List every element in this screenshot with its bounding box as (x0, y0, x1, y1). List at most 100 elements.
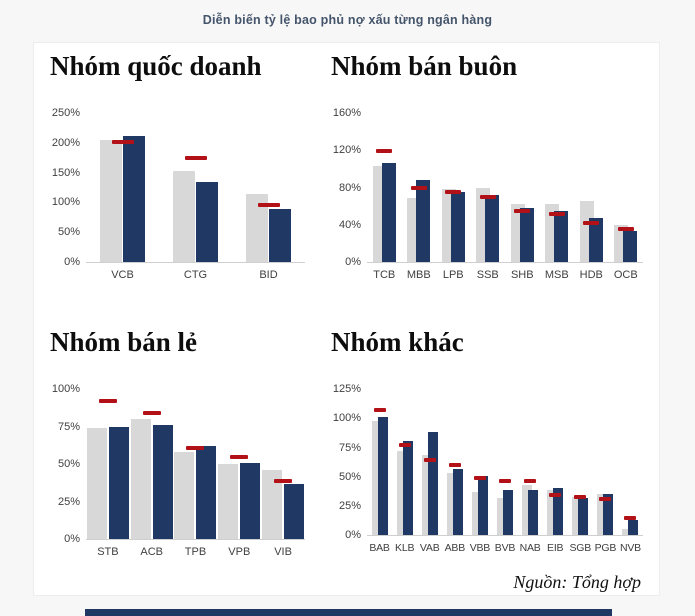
chart-ban-le: Nhóm bán lẻ 0% 25% 50% 75% 100% STB ACB TPB VPB… (50, 327, 305, 558)
y-tick-label: 200% (51, 136, 80, 149)
y-tick-label: 50% (338, 470, 361, 483)
red-dash-marker (583, 220, 600, 225)
bar-group-klb (392, 372, 417, 536)
x-tick-label: PGB (594, 542, 617, 555)
y-tick-label: 25% (338, 499, 361, 512)
x-axis-pad (50, 546, 86, 558)
chart-quoc-doanh: Nhóm quốc doanh 0% 50% 100% 150% 200% 250% VC… (50, 51, 305, 281)
red-dash-marker (410, 186, 427, 191)
navy-bar (196, 182, 218, 263)
y-tick-label: 75% (338, 441, 361, 454)
chart-khac: Nhóm khác 0% 25% 50% 75% 100% 125% BAB KLB VAB A… (331, 327, 643, 558)
x-axis-pad (331, 269, 367, 281)
bar-group-vcb (86, 96, 159, 263)
bars-plot (86, 96, 305, 264)
chart-heading: Nhóm bán buôn (331, 51, 518, 81)
gray-bar (174, 452, 195, 540)
bar-group-ssb (471, 96, 506, 263)
gray-bar (446, 473, 457, 536)
chart-card: Nhóm quốc doanh 0% 50% 100% 150% 200% 250% VC… (33, 42, 660, 596)
red-dash-marker (448, 463, 461, 468)
bar-group-abb (442, 372, 467, 536)
x-axis-pad (50, 269, 86, 281)
red-dash-marker (617, 227, 634, 232)
red-dash-marker (574, 494, 587, 499)
x-tick-label: TCB (373, 269, 396, 282)
red-dash-marker (524, 479, 537, 484)
navy-bar (578, 497, 589, 536)
x-tick-label: KLB (395, 542, 415, 555)
bar-group-sgb (568, 372, 593, 536)
x-tick-label: VIB (274, 546, 292, 559)
navy-bar (477, 475, 488, 536)
navy-bar (519, 208, 534, 263)
y-axis: 0% 50% 100% 150% 200% 250% (50, 96, 86, 268)
bar-group-vab (417, 372, 442, 536)
gray-bar (572, 496, 583, 536)
red-dash-marker (549, 493, 562, 498)
bar-group-lpb (436, 96, 471, 263)
y-tick-label: 0% (64, 256, 80, 269)
bar-group-vbb (467, 372, 492, 536)
gray-bar (622, 529, 633, 536)
gray-bar (246, 193, 268, 263)
chart-heading: Nhóm bán lẻ (50, 327, 198, 358)
gray-bar (547, 489, 558, 536)
red-dash-marker (479, 194, 496, 199)
y-tick-label: 100% (51, 383, 80, 396)
bars-plot (86, 372, 305, 541)
red-dash-marker (473, 475, 486, 480)
navy-bar (152, 425, 173, 540)
gray-bar (497, 497, 508, 536)
y-tick-label: 100% (332, 412, 361, 425)
bar-group-bid (232, 96, 305, 263)
red-dash-marker (142, 411, 161, 416)
bar-group-ctg (159, 96, 232, 263)
gray-bar (100, 139, 122, 263)
navy-bar (240, 462, 261, 540)
x-tick-label: MBB (406, 269, 431, 282)
bar-group-nvb (618, 372, 643, 536)
y-tick-label: 80% (338, 181, 361, 194)
navy-bar (416, 180, 431, 263)
y-tick-label: 50% (57, 458, 80, 471)
x-tick-label: ACB (140, 546, 163, 559)
navy-bar (284, 483, 305, 540)
red-dash-marker (599, 496, 612, 501)
gray-bar (396, 451, 407, 536)
red-dash-marker (376, 149, 393, 154)
bar-group-vib (261, 372, 305, 540)
y-axis: 0% 25% 50% 75% 100% (50, 372, 86, 545)
red-dash-marker (111, 139, 134, 144)
y-tick-label: 0% (345, 529, 361, 542)
bar-group-hdb (574, 96, 609, 263)
x-tick-label: BID (259, 269, 278, 282)
navy-bar (377, 417, 388, 536)
bars-plot (367, 96, 643, 264)
y-tick-label: 100% (51, 196, 80, 209)
x-tick-label: BVB (494, 542, 516, 555)
x-axis-labels: TCB MBB LPB SSB SHB MSB HDB OCB (331, 269, 643, 281)
chart-heading: Nhóm khác (331, 327, 464, 358)
navy-bar (402, 440, 413, 536)
gray-bar (86, 428, 107, 540)
red-dash-marker (230, 454, 249, 459)
bottom-navy-bar (85, 609, 612, 616)
gray-bar (173, 171, 195, 263)
red-dash-marker (624, 515, 637, 520)
red-dash-marker (98, 399, 117, 404)
x-tick-label: NVB (619, 542, 641, 555)
plot-area: 0% 25% 50% 75% 100% (50, 372, 305, 545)
bar-group-nab (518, 372, 543, 536)
bar-group-pgb (593, 372, 618, 536)
x-tick-label: BAB (369, 542, 390, 555)
navy-bar (553, 488, 564, 536)
x-axis-pad (331, 542, 367, 554)
x-tick-label: EIB (547, 542, 564, 555)
y-tick-label: 160% (332, 107, 361, 120)
x-tick-label: OCB (613, 269, 638, 282)
red-dash-marker (257, 203, 280, 208)
y-tick-label: 25% (57, 495, 80, 508)
bar-group-eib (543, 372, 568, 536)
x-tick-label: SSB (476, 269, 499, 282)
